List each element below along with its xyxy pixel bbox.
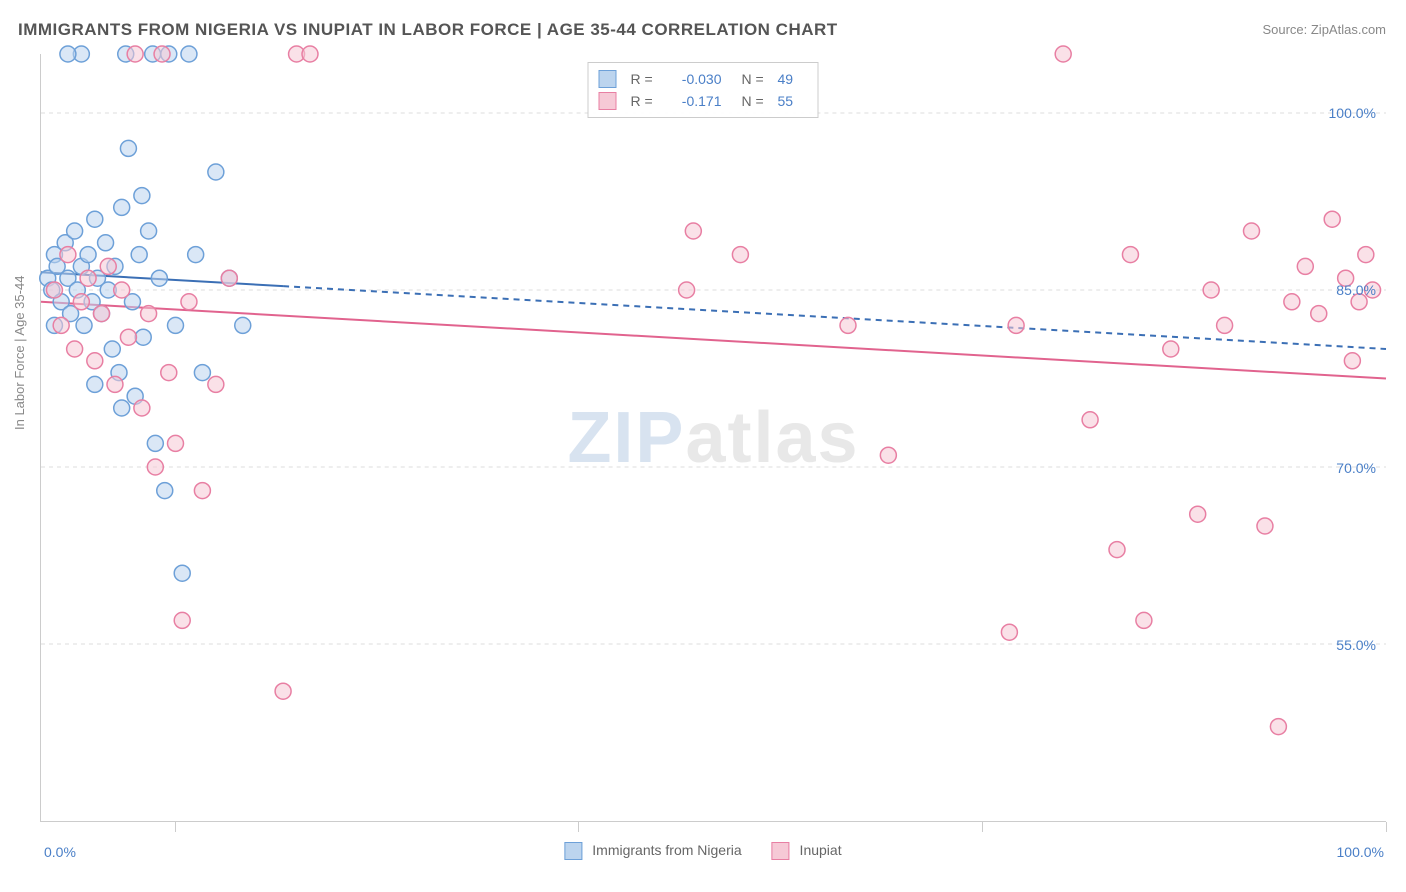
legend-item-inupiat: Inupiat [772, 842, 842, 860]
chart-svg [41, 54, 1386, 821]
stats-legend: R = -0.030 N = 49 R = -0.171 N = 55 [588, 62, 819, 118]
n-label: N = [742, 93, 770, 109]
x-tick-mark [578, 822, 579, 832]
y-tick-label: 70.0% [1336, 460, 1376, 476]
x-tick-mark [1386, 822, 1387, 832]
legend-swatch-nigeria [564, 842, 582, 860]
r-value-inupiat: -0.171 [667, 93, 722, 109]
stats-row-inupiat: R = -0.171 N = 55 [599, 90, 808, 112]
stats-swatch-inupiat [599, 92, 617, 110]
n-value-nigeria: 49 [778, 71, 808, 87]
y-tick-label: 85.0% [1336, 282, 1376, 298]
stats-swatch-nigeria [599, 70, 617, 88]
r-label: R = [631, 93, 659, 109]
bottom-legend: Immigrants from Nigeria Inupiat [564, 842, 841, 860]
legend-label-nigeria: Immigrants from Nigeria [592, 842, 741, 858]
y-tick-label: 55.0% [1336, 637, 1376, 653]
r-label: R = [631, 71, 659, 87]
n-value-inupiat: 55 [778, 93, 808, 109]
legend-item-nigeria: Immigrants from Nigeria [564, 842, 741, 860]
y-axis-label: In Labor Force | Age 35-44 [12, 276, 27, 430]
legend-swatch-inupiat [772, 842, 790, 860]
y-tick-label: 100.0% [1329, 105, 1376, 121]
source-label: Source: ZipAtlas.com [1262, 22, 1386, 37]
x-tick-mark [175, 822, 176, 832]
stats-row-nigeria: R = -0.030 N = 49 [599, 68, 808, 90]
plot-area: ZIPatlas [40, 54, 1386, 822]
chart-title: IMMIGRANTS FROM NIGERIA VS INUPIAT IN LA… [18, 20, 838, 40]
x-tick-min: 0.0% [44, 844, 76, 860]
x-tick-max: 100.0% [1337, 844, 1384, 860]
legend-label-inupiat: Inupiat [800, 842, 842, 858]
x-tick-mark [982, 822, 983, 832]
n-label: N = [742, 71, 770, 87]
r-value-nigeria: -0.030 [667, 71, 722, 87]
